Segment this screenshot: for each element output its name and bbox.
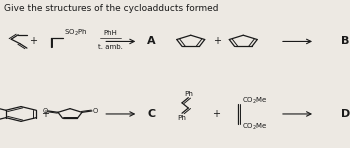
Text: B: B	[341, 36, 350, 46]
Text: t. amb.: t. amb.	[98, 44, 123, 50]
Text: O: O	[92, 108, 98, 114]
Text: D: D	[341, 109, 350, 119]
Text: $\mathregular{CO_2Me}$: $\mathregular{CO_2Me}$	[241, 122, 267, 132]
Text: $\mathregular{SO_2Ph}$: $\mathregular{SO_2Ph}$	[64, 28, 88, 38]
Text: +: +	[213, 36, 221, 46]
Text: O: O	[42, 108, 48, 114]
Text: +: +	[41, 109, 49, 119]
Text: +: +	[212, 109, 220, 119]
Text: $\mathregular{CO_2Me}$: $\mathregular{CO_2Me}$	[241, 96, 267, 106]
Text: PhH: PhH	[103, 30, 117, 36]
Text: +: +	[29, 36, 37, 46]
Text: Ph: Ph	[184, 91, 193, 97]
Text: A: A	[147, 36, 156, 46]
Text: C: C	[147, 109, 155, 119]
Text: Give the structures of the cycloadducts formed: Give the structures of the cycloadducts …	[4, 4, 218, 13]
Text: Ph: Ph	[177, 115, 187, 121]
